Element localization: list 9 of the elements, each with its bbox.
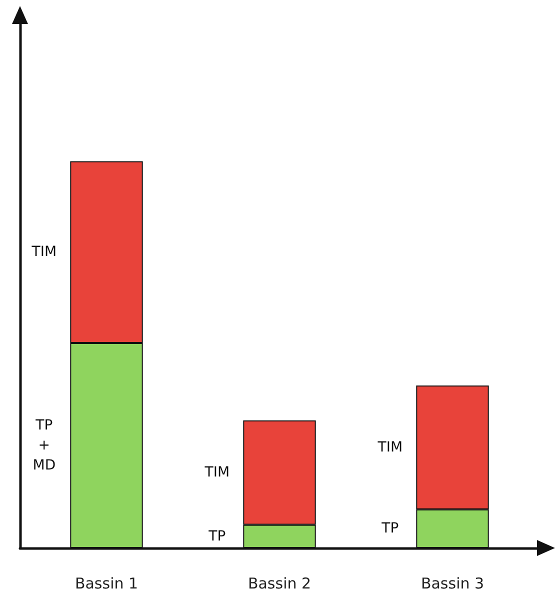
x-tick-label: Bassin 2 bbox=[248, 574, 312, 592]
x-tick-label: Bassin 1 bbox=[74, 574, 138, 592]
annotation: TIM bbox=[376, 439, 403, 456]
annotation: TP bbox=[208, 528, 226, 544]
annotation: TP bbox=[380, 520, 399, 537]
annotation: TIM bbox=[30, 244, 57, 260]
annotation: TIM bbox=[204, 464, 230, 481]
annotation: TP + MD bbox=[32, 418, 56, 474]
x-tick-label: Bassin 3 bbox=[420, 574, 484, 592]
